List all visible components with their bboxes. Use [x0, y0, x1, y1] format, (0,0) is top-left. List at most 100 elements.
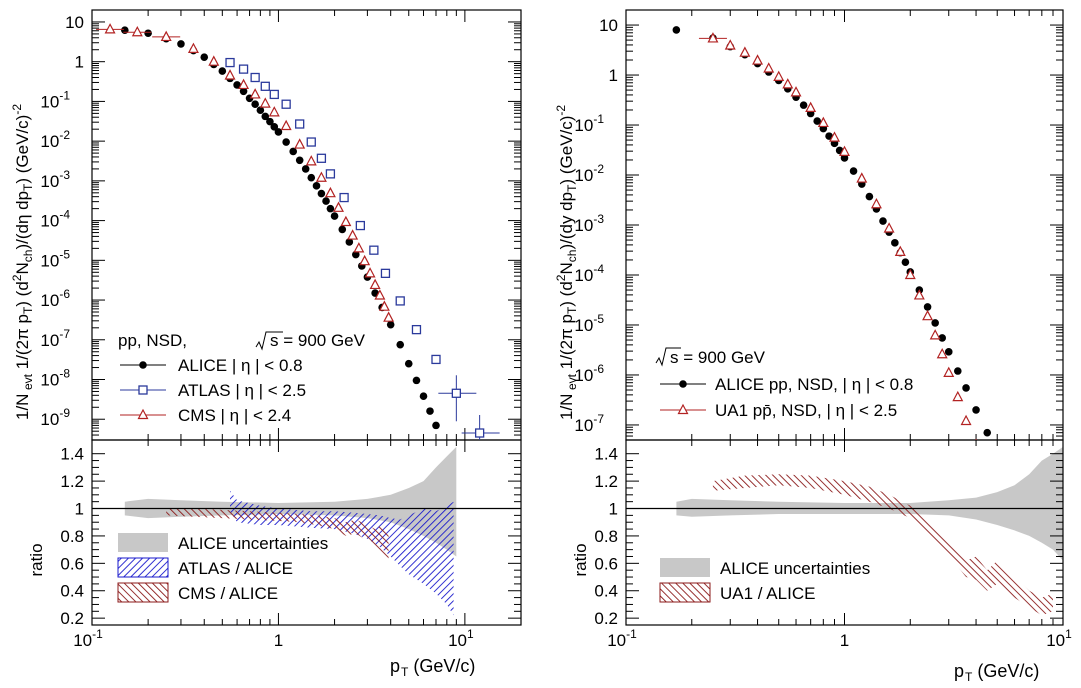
left-uncertainty-band [124, 446, 457, 557]
left-point-2 [294, 138, 306, 149]
right-point-1 [922, 309, 934, 321]
left-point-0 [432, 421, 440, 430]
left-point-2 [187, 42, 199, 53]
left-point-0 [426, 407, 434, 415]
right-point-0 [879, 217, 887, 225]
left-point-2 [259, 97, 271, 108]
left-point-0 [233, 81, 241, 89]
right-point-1 [724, 39, 736, 50]
left-sqrt-symbol [255, 331, 283, 351]
right-point-1 [883, 222, 895, 233]
right-point-1 [1037, 555, 1046, 564]
left-point-0 [239, 87, 248, 96]
right-ratio-y-tick-label: 0.4 [594, 582, 618, 601]
left-point-2 [305, 155, 317, 166]
left-ratio-y-tick-label: 0.4 [60, 582, 84, 601]
left-y-tick-label: 10-1 [40, 88, 70, 111]
right-point-0 [962, 384, 970, 392]
right-xlabel-rest: T (GeV/c) [965, 661, 1039, 684]
left-point-0 [419, 392, 428, 400]
left-point-0 [404, 359, 413, 368]
left-point-2 [280, 119, 292, 131]
left-legend-label: ALICE | η | < 0.8 [178, 356, 303, 375]
right-top-ylabel-rest: evt 1/(2π pT) (d2Nch)/(dy dpT) (GeV/c)-2 [554, 105, 579, 390]
right-y-tick-label: 10-6 [574, 362, 604, 385]
left-point-1 [411, 324, 422, 335]
right-legend-label: UA1 pp̄, NSD, | η | < 2.5 [715, 401, 897, 420]
left-point-0 [144, 29, 152, 38]
left-point-0 [396, 340, 405, 349]
left-ratio-y-tick-label: 0.2 [60, 609, 84, 628]
left-point-1 [260, 81, 270, 91]
right-point-0 [993, 449, 1001, 457]
right-point-0 [972, 406, 980, 414]
left-point-2 [359, 254, 371, 266]
left-point-0 [121, 26, 129, 35]
left-point-0 [338, 225, 347, 234]
right-ratio-legend-label: ALICE uncertainties [720, 559, 870, 578]
left-point-0 [307, 173, 316, 182]
right-x-tick-label: 10-1 [607, 627, 637, 650]
left-point-0 [261, 112, 270, 121]
left-y-tick-label: 10-8 [40, 367, 70, 390]
right-ratio-bands [676, 446, 1063, 616]
left-point-2 [315, 171, 327, 182]
left-y-tick-label: 10-9 [40, 406, 70, 429]
right-legend-marker [677, 403, 689, 415]
right-legend-label: ALICE pp, NSD, | η | < 0.8 [715, 375, 913, 394]
left-point-0 [218, 67, 227, 75]
left-x-tick-label: 10-1 [73, 627, 103, 650]
left-series [96, 23, 500, 455]
left-ratio-y-tick-label: 1.4 [60, 445, 84, 464]
left-ratio-ylabel: ratio [27, 543, 46, 576]
left-ratio-frame [91, 439, 522, 626]
right-ratio-y-tick-label: 0.8 [594, 527, 618, 546]
right-point-1 [929, 329, 941, 340]
right-point-1 [904, 268, 916, 280]
left-y-tick-label: 10-6 [40, 287, 70, 310]
left-point-2 [104, 23, 116, 34]
right-point-1 [952, 390, 964, 402]
left-point-0 [200, 53, 209, 61]
right-point-0 [865, 192, 874, 201]
right-point-0 [1002, 467, 1010, 475]
left-point-2 [224, 69, 236, 80]
left-ratio-legend-label: ALICE uncertainties [178, 534, 328, 553]
left-point-0 [301, 165, 310, 173]
right-ratio-y-tick-label: 0.2 [594, 609, 618, 628]
right-y-tick-label: 1 [609, 66, 618, 85]
left-y-tick-label: 10 [65, 13, 84, 32]
left-point-1 [380, 268, 391, 278]
left-point-2 [369, 278, 381, 290]
left-point-0 [443, 447, 451, 455]
left-point-1 [395, 296, 405, 306]
right-point-0 [672, 26, 681, 34]
left-ratio-y-tick-label: 1 [75, 500, 84, 519]
right-x-tick-label: 1 [840, 631, 849, 650]
right-point-0 [891, 239, 899, 247]
left-point-0 [270, 122, 279, 131]
left-point-2 [208, 55, 220, 66]
left-ratio-legend-swatch [117, 557, 169, 578]
left-point-1 [316, 153, 327, 163]
left-point-2 [340, 215, 352, 227]
right-point-0 [799, 101, 808, 109]
left-ratio-y-tick-label: 0.8 [60, 527, 84, 546]
left-x-tick-label: 1 [274, 631, 283, 650]
left-point-0 [312, 182, 321, 190]
right-point-0 [849, 167, 858, 175]
left-legend-marker [137, 408, 149, 420]
right-ratio-legend-label: UA1 / ALICE [720, 584, 815, 603]
left-point-0 [295, 156, 304, 165]
right-ratio-legend-swatch [660, 558, 710, 577]
right-point-1 [936, 347, 948, 359]
right-ratio-band-0 [712, 474, 1053, 616]
left-point-0 [317, 189, 326, 198]
right-point-1 [773, 70, 785, 81]
left-legend-label: CMS | η | < 2.4 [178, 406, 291, 425]
left-xlabel: p [390, 656, 400, 676]
right-point-1 [707, 32, 719, 43]
right-y-tick-label: 10 [599, 16, 618, 35]
left-ratio-y-tick-label: 1.2 [60, 472, 84, 491]
left-legend-marker [138, 385, 148, 395]
